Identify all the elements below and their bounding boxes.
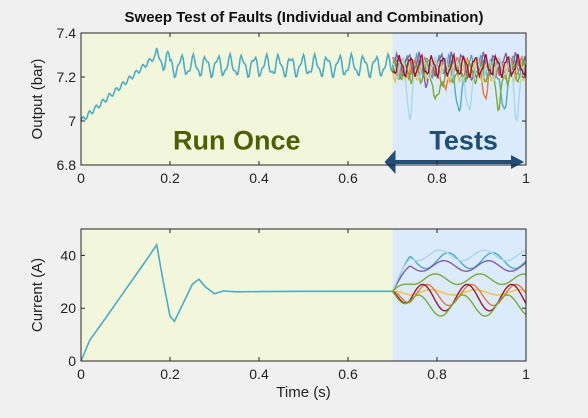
tests-region [392,33,526,165]
current-test-series-line [392,273,527,292]
current-ticks: 0 0.2 0.4 0.6 0.8 1 0 20 40 [60,229,530,382]
current-test-series-line [391,290,527,317]
xtick-label: 0 [77,170,85,186]
ytick-label: 7 [68,113,76,129]
ytick-label: 20 [60,300,76,316]
output-ylabel: Output (bar) [29,59,46,140]
xtick-label: 0.2 [160,366,180,382]
tests-label: Tests [429,126,498,156]
output-ticks: 0 0.2 0.4 0.6 0.8 1 6.8 7 7.2 7.4 [57,25,531,186]
xtick-label: 1 [522,366,530,382]
ytick-label: 6.8 [57,157,77,173]
run-once-region-current [81,229,393,361]
output-test-series-line [391,59,527,112]
current-ylabel: Current (A) [29,258,46,332]
xtick-label: 0 [77,366,85,382]
output-series [80,47,527,122]
current-axes: 0 0.2 0.4 0.6 0.8 1 0 20 40 Current (A) Time (s) [29,228,530,401]
xtick-label: 0.2 [160,170,180,186]
current-baseline-line [80,242,393,362]
current-test-series-line [391,249,527,292]
ytick-label: 0 [68,353,76,369]
output-axes-box [80,32,527,166]
run-once-label: Run Once [173,126,301,156]
xtick-label: 0.8 [427,366,447,382]
ytick-label: 7.2 [57,69,77,85]
output-test-series-line [392,51,527,80]
tests-region-current [392,229,526,361]
current-test-series-line [391,260,527,292]
xtick-label: 0.4 [249,366,269,382]
arrow-head-left [384,150,396,174]
current-series [80,242,527,362]
ytick-label: 7.4 [57,25,77,41]
figure-title: Sweep Test of Faults (Individual and Com… [125,9,484,26]
output-axes: Run Once Tests 0 0.2 0.4 0.6 0.8 16.877.27.4 … [29,25,530,186]
xtick-label: 1 [522,170,530,186]
current-axes-box [80,228,527,362]
output-baseline-line [80,47,393,122]
time-xlabel: Time (s) [276,384,330,401]
ytick-label: 40 [60,247,76,263]
xtick-label: 0.8 [427,170,447,186]
xtick-label: 0.6 [338,170,358,186]
current-test-series-line [392,283,527,312]
xtick-label: 0.6 [338,366,358,382]
xtick-label: 0.4 [249,170,269,186]
current-test-series-line [392,288,527,296]
